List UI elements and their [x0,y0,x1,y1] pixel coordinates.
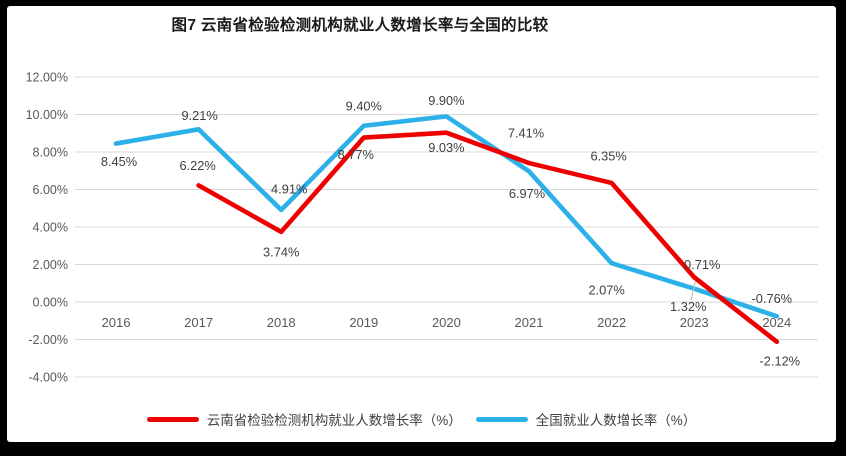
legend-item: 云南省检验检测机构就业人数增长率（%） [146,409,462,429]
legend-item: 全国就业人数增长率（%） [475,409,697,429]
legend-line-marker [146,416,199,422]
chart-title: 图7 云南省检验检测机构就业人数增长率与全国的比较 [171,17,549,34]
legend-line-marker [475,416,528,422]
chart-panel [7,6,836,442]
legend-label: 云南省检验检测机构就业人数增长率（%） [206,413,462,428]
legend-label: 全国就业人数增长率（%） [535,413,697,428]
chart-legend: 云南省检验检测机构就业人数增长率（%） 全国就业人数增长率（%） [7,407,836,431]
